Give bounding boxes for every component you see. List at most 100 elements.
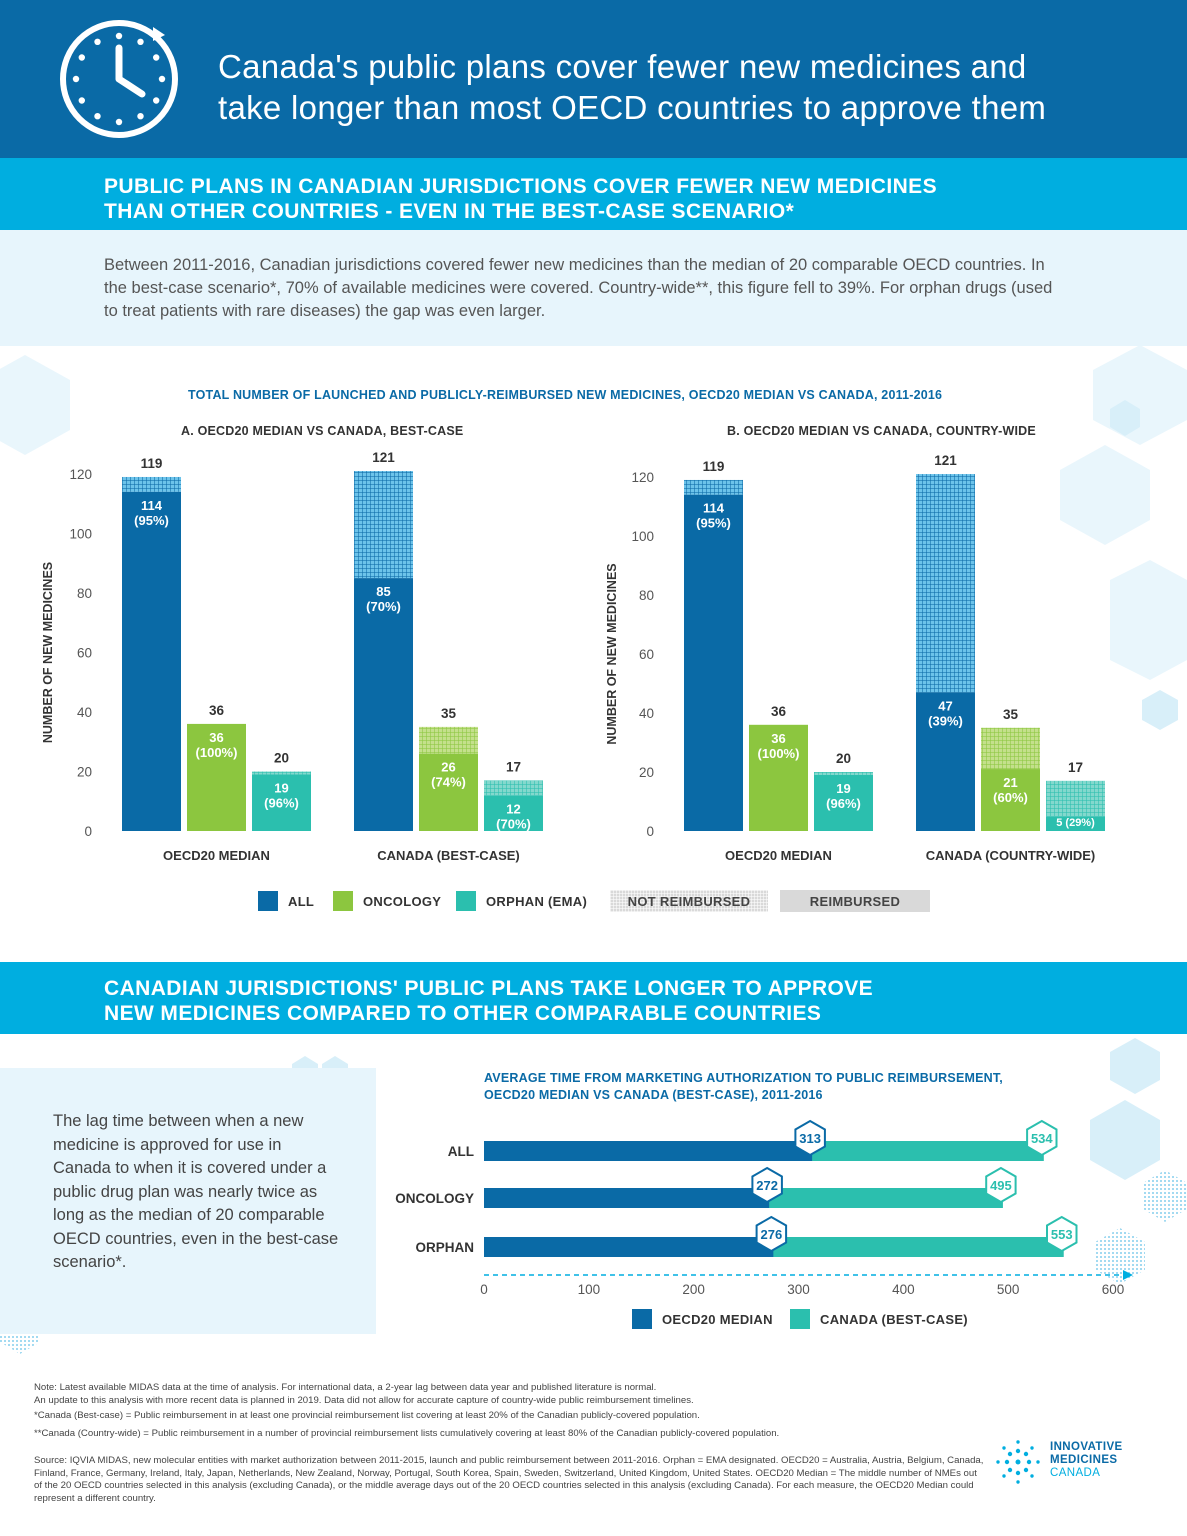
note-4: **Canada (Country-wide) = Public reimbur… <box>34 1427 780 1439</box>
bar-not-reimbursed <box>916 474 975 693</box>
header-banner <box>0 0 1187 158</box>
legend-item-oncology: ONCOLOGY <box>333 890 441 912</box>
y-axis-label: NUMBER OF NEW MEDICINES <box>605 563 619 744</box>
bar-value-label: 495 <box>990 1178 1012 1193</box>
imc-logo-line3: CANADA <box>1050 1467 1101 1479</box>
bar-value-label: 114 <box>141 498 163 513</box>
bar-chart-country-wide: 0 20 40 60 80 100 120 NUMBER OF NEW MEDICINES 11… <box>605 453 1105 863</box>
x-category-label: CANADA (COUNTRY-WIDE) <box>926 848 1095 863</box>
bar-value-label: 272 <box>756 1178 778 1193</box>
value-hexagon <box>985 1166 1017 1204</box>
panel-b-title: B. OECD20 MEDIAN VS CANADA, COUNTRY-WIDE <box>727 424 1036 438</box>
y-tick-label: 40 <box>77 705 92 720</box>
value-hexagon <box>755 1215 788 1253</box>
bar-not-reimbursed <box>484 780 543 796</box>
section1-title-line2: THAN OTHER COUNTRIES - EVEN IN THE BEST-… <box>104 200 795 223</box>
section2-title-line1: CANADIAN JURISDICTIONS' PUBLIC PLANS TAK… <box>104 977 874 1000</box>
bar-value-label: 19 <box>836 781 850 796</box>
legend-label-orphan: ORPHAN (EMA) <box>486 893 588 909</box>
y-category-label: ONCOLOGY <box>395 1191 474 1206</box>
bar-total-label: 35 <box>441 706 457 721</box>
x-axis-arrow-icon <box>1123 1270 1133 1280</box>
imc-logo-line1: INNOVATIVE <box>1050 1441 1123 1453</box>
x-tick-label: 600 <box>1102 1282 1125 1297</box>
bar-reimbursed <box>684 494 743 831</box>
legend-item-not-reimbursed: NOT REIMBURSED <box>610 890 768 912</box>
bar-total-label: 119 <box>141 456 163 471</box>
bar-not-reimbursed <box>122 476 181 492</box>
page-title-line2: take longer than most OECD countries to … <box>218 89 1047 126</box>
imc-logo-line2: MEDICINES <box>1050 1454 1118 1466</box>
y-tick-label: 100 <box>69 527 92 542</box>
value-hexagon <box>751 1166 783 1204</box>
legend-label-oecd: OECD20 MEDIAN <box>662 1311 773 1327</box>
bar-not-reimbursed <box>981 727 1040 770</box>
y-tick-label: 80 <box>77 586 92 601</box>
legend-swatch-all <box>258 891 278 911</box>
bar-value-label: (70%) <box>496 816 531 831</box>
bar-value-label: (96%) <box>826 796 861 811</box>
bar-reimbursed <box>122 491 181 831</box>
value-hexagon <box>794 1119 826 1157</box>
legend-item-canada: CANADA (BEST-CASE) <box>790 1308 968 1330</box>
bar-value-label: 85 <box>376 584 390 599</box>
bar-total-label: 20 <box>836 751 851 766</box>
imc-logo-text: INNOVATIVE MEDICINES CANADA <box>1050 1441 1123 1480</box>
bar-value-label: 21 <box>1003 775 1017 790</box>
bar-value-label: (39%) <box>928 713 963 728</box>
notes-block: Note: Latest available MIDAS data at the… <box>34 1382 984 1440</box>
intro-text: Between 2011-2016, Canadian jurisdiction… <box>104 256 1053 320</box>
bar-not-reimbursed <box>684 479 743 495</box>
bar-total-label: 36 <box>209 703 225 718</box>
legend-swatch-oecd <box>632 1309 652 1329</box>
bar-value-label: (74%) <box>431 775 466 790</box>
note-1: Note: Latest available MIDAS data at the… <box>34 1382 657 1393</box>
bar-value-label: (70%) <box>366 599 401 614</box>
section1-banner: PUBLIC PLANS IN CANADIAN JURISDICTIONS C… <box>0 158 1187 230</box>
bar-reimbursed <box>354 578 413 831</box>
timeline-chart-title: AVERAGE TIME FROM MARKETING AUTHORIZATIO… <box>484 1071 1003 1102</box>
bar-value-label: (100%) <box>196 745 238 760</box>
legend-medicines: ALL ONCOLOGY ORPHAN (EMA) NOT REIMBURSED… <box>258 890 938 912</box>
x-tick-label: 0 <box>480 1282 488 1297</box>
bar-reimbursed <box>814 774 873 831</box>
page-title: Canada's public plans cover fewer new me… <box>218 46 1148 128</box>
legend-label-canada: CANADA (BEST-CASE) <box>820 1311 968 1327</box>
bar-not-reimbursed <box>252 771 311 775</box>
x-tick-label: 100 <box>578 1282 601 1297</box>
bar-reimbursed <box>187 723 246 831</box>
x-tick-label: 200 <box>682 1282 705 1297</box>
y-tick-label: 0 <box>84 824 92 839</box>
section1-title: PUBLIC PLANS IN CANADIAN JURISDICTIONS C… <box>104 174 937 224</box>
bar-charts-title: TOTAL NUMBER OF LAUNCHED AND PUBLICLY-RE… <box>188 388 943 402</box>
innovative-medicines-canada-logo-icon <box>996 1440 1040 1484</box>
bar-reimbursed <box>1046 816 1105 831</box>
bar-value-label: (100%) <box>758 746 800 761</box>
intro-box <box>0 230 1187 346</box>
bar-total-label: 119 <box>703 459 725 474</box>
y-axis-label: NUMBER OF NEW MEDICINES <box>41 562 55 743</box>
bar-total-label: 20 <box>274 751 289 766</box>
section2-banner: CANADIAN JURISDICTIONS' PUBLIC PLANS TAK… <box>0 962 1187 1034</box>
bar-value-label: 36 <box>771 731 785 746</box>
bar-value-label: 19 <box>274 780 288 795</box>
legend-item-reimbursed: REIMBURSED <box>780 890 930 912</box>
y-category-label: ORPHAN <box>415 1240 474 1255</box>
bar-value-label: 36 <box>209 730 223 745</box>
note-3: *Canada (Best-case) = Public reimburseme… <box>34 1410 700 1421</box>
bar-reimbursed <box>252 774 311 831</box>
y-tick-label: 80 <box>639 588 654 603</box>
source-note: Source: IQVIA MIDAS, new molecular entit… <box>34 1455 984 1504</box>
legend-label-oncology: ONCOLOGY <box>363 893 442 909</box>
bar-value-label: (95%) <box>134 513 169 528</box>
y-tick-label: 120 <box>631 470 654 485</box>
bar-value-label: 47 <box>938 698 952 713</box>
bar-total-label: 121 <box>934 453 957 468</box>
y-tick-label: 100 <box>631 529 654 544</box>
section1-title-line1: PUBLIC PLANS IN CANADIAN JURISDICTIONS C… <box>104 175 937 198</box>
lag-text-box <box>0 1068 376 1334</box>
bar-value-label: (95%) <box>696 516 731 531</box>
lag-text: The lag time between when a new medicine… <box>53 1112 339 1271</box>
horizontal-bar-chart-time: ALL 313 534 ONCOLOGY 272 495 ORPHAN 276 553 0 100 2… <box>395 1119 1133 1297</box>
y-tick-label: 20 <box>639 765 654 780</box>
